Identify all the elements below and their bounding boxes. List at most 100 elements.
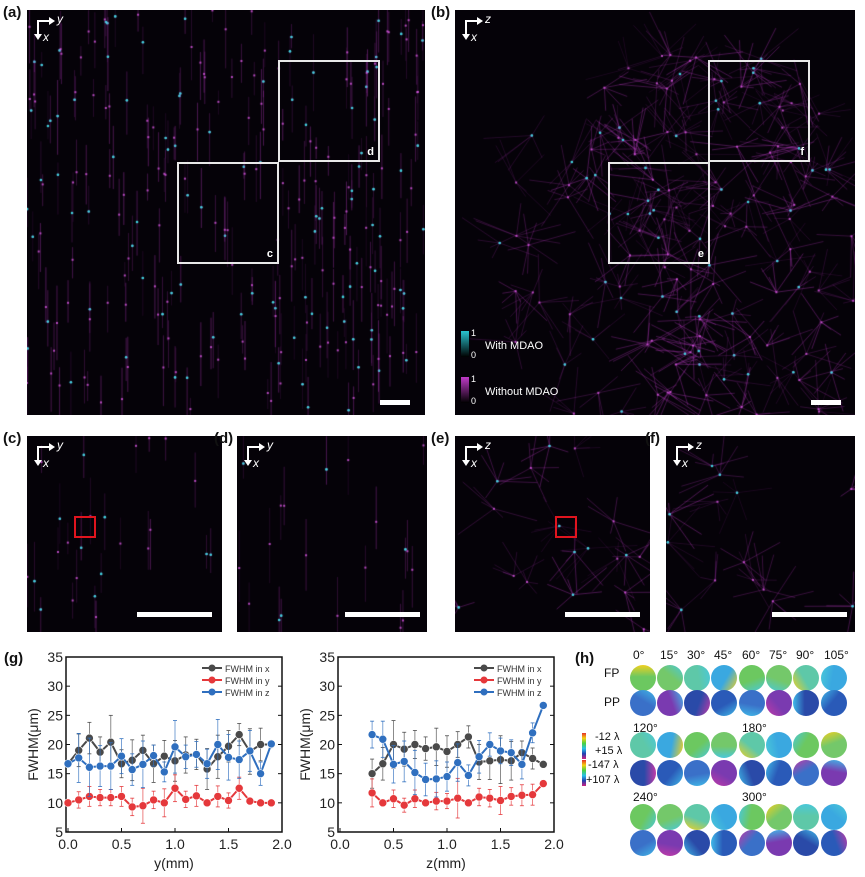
colorbar-without-mdao: [461, 377, 469, 403]
data-point: [410, 768, 420, 777]
data-point: [117, 792, 126, 801]
data-point: [149, 751, 158, 760]
pp-phase-map: [766, 760, 792, 786]
data-point: [485, 756, 495, 766]
data-point: [160, 751, 169, 761]
scale-bar: [811, 400, 841, 405]
panel-label-a: (a): [3, 4, 22, 21]
y-tick-label: 10: [47, 795, 63, 811]
fp-phase-map: [821, 804, 847, 830]
data-point: [453, 793, 462, 803]
data-point: [74, 795, 83, 805]
data-point: [160, 767, 169, 777]
legend-marker: [480, 688, 488, 696]
legend-marker: [208, 688, 216, 696]
y-tick-label: 20: [319, 737, 335, 753]
y-tick-label: 25: [319, 707, 335, 723]
legend-with-mdao: With MDAO: [485, 340, 544, 352]
y-tick-label: 20: [47, 737, 63, 753]
pp-phase-map: [821, 760, 847, 786]
pp-phase-map: [657, 830, 683, 856]
highlight-box: [74, 516, 96, 538]
legend-marker: [208, 664, 216, 672]
fp-phase-map: [766, 665, 792, 691]
data-point: [367, 730, 377, 739]
data-point: [95, 761, 105, 771]
angle-label: 30°: [687, 648, 706, 662]
colorbar-label: +107 λ: [586, 774, 620, 786]
data-point: [485, 740, 495, 749]
x-tick-label: 1.0: [437, 836, 457, 852]
pp-phase-map: [821, 690, 847, 716]
data-point: [266, 798, 276, 808]
fp-phase-map: [657, 804, 683, 830]
data-point: [234, 730, 244, 739]
data-point: [432, 796, 441, 806]
fp-phase-map: [711, 804, 737, 830]
data-point: [432, 742, 441, 752]
row-label-fp: FP: [604, 666, 620, 680]
fp-phase-map: [711, 665, 737, 691]
data-point: [421, 798, 430, 808]
data-point: [485, 793, 495, 803]
pp-phase-map: [630, 830, 656, 856]
data-point: [245, 796, 255, 806]
y-tick-label: 30: [319, 678, 335, 694]
data-point: [234, 755, 244, 764]
legend-marker: [480, 664, 488, 672]
y-tick-label: 30: [47, 678, 63, 694]
roi-box-f: f: [708, 60, 810, 162]
panel-label-c: (c): [3, 430, 22, 447]
microscopy-image: [27, 436, 222, 632]
pp-phase-map: [630, 760, 656, 786]
data-point: [181, 795, 190, 804]
pp-phase-map: [793, 690, 819, 716]
data-point: [528, 754, 537, 763]
y-tick-label: 10: [319, 795, 335, 811]
pp-phase-map: [684, 690, 710, 716]
microscopy-image: [666, 436, 855, 632]
x-tick-label: 1.5: [219, 836, 239, 852]
pp-phase-map: [630, 690, 656, 716]
colorbar-label: -12 λ: [595, 731, 620, 743]
fp-phase-map: [739, 732, 765, 758]
data-point: [421, 775, 430, 784]
fp-phase-map: [684, 665, 710, 691]
pp-phase-map: [657, 760, 683, 786]
data-point: [63, 759, 73, 769]
pp-phase-map: [793, 830, 819, 856]
y-tick-label: 15: [319, 766, 335, 782]
panel-label-g: (g): [4, 650, 24, 667]
data-point: [95, 793, 105, 802]
legend-label: FWHM in y: [225, 676, 270, 686]
angle-label-240: 240°: [633, 790, 658, 804]
data-point: [192, 750, 201, 759]
data-point: [181, 752, 190, 762]
data-point: [442, 772, 452, 781]
pp-phase-map: [657, 690, 683, 716]
legend-marker: [480, 676, 488, 684]
data-point: [85, 762, 94, 772]
fp-phase-map: [684, 804, 710, 830]
data-point: [127, 802, 137, 812]
angle-label-120: 120°: [633, 721, 658, 735]
colorbar-label: -147 λ: [588, 759, 619, 771]
fp-phase-map: [766, 804, 792, 830]
panel-label-h: (h): [575, 650, 595, 667]
data-point: [202, 759, 212, 769]
pp-phase-map: [739, 760, 765, 786]
x-tick-label: 0.0: [58, 836, 78, 852]
panel-label-e: (e): [431, 430, 450, 447]
microscopy-image: [237, 436, 427, 632]
legend-label: FWHM in x: [497, 664, 542, 674]
data-point: [517, 790, 527, 800]
data-point: [539, 779, 548, 788]
scale-bar: [380, 400, 410, 405]
y-axis-label: FWHM(μm): [25, 708, 41, 781]
fp-phase-map: [793, 732, 819, 758]
y-axis-label: FWHM(μm): [297, 708, 313, 781]
